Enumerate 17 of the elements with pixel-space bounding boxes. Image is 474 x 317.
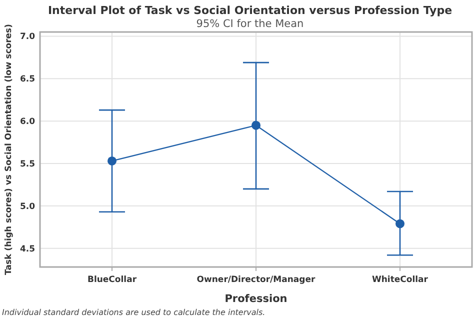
point [396,219,404,228]
y-tick-label: 5.5 [20,159,36,170]
chart-subtitle: 95% CI for the Mean [196,18,304,30]
x-tick-label: WhiteCollar [372,275,429,285]
point [252,120,260,130]
x-tick-label: BlueCollar [87,275,138,285]
y-tick-label: 7.0 [20,32,36,42]
y-tick-label: 6.5 [20,74,36,85]
y-tick-label: 6.0 [20,117,36,128]
text: Individual standard deviations are used to calculate the intervals. [2,308,266,317]
y-tick-label: 5.0 [20,202,36,212]
chart-title: Interval Plot of Task vs Social Orientation versus Profession Type [48,4,452,17]
point [108,156,116,166]
x-axis-title: Profession [224,293,288,305]
y-axis-title: Task (high scores) vs Social Orientation (low scores) [4,24,14,275]
x-tick-label: Owner/Director/Manager [196,275,316,285]
y-tick-label: 4.5 [20,244,36,254]
